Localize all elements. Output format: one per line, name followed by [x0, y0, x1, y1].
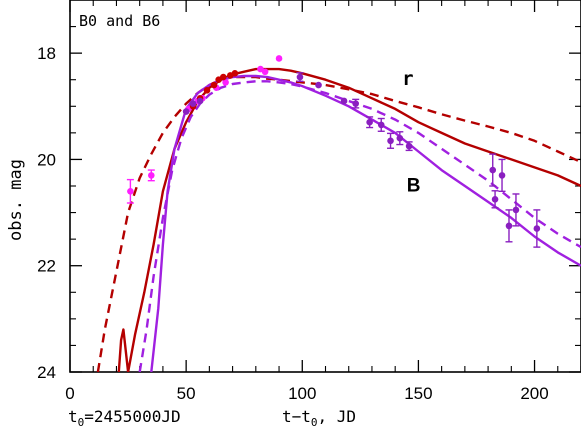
x-tick-label: 100 — [288, 384, 316, 403]
data-point-B — [340, 97, 348, 105]
data-point-B — [498, 172, 506, 179]
y-tick-label: 22 — [37, 257, 56, 276]
x-axis-label-sub: 0 — [311, 416, 318, 429]
x-axis-label: t−t0, JD — [282, 407, 356, 429]
data-point-B — [533, 225, 541, 232]
axis-ticks — [69, 0, 581, 373]
data-point-B — [396, 134, 404, 142]
model-curve-solid-2 — [150, 74, 581, 372]
data-point-B — [182, 108, 190, 115]
x-tick-label: 200 — [520, 384, 548, 403]
data-point-B — [196, 97, 204, 105]
y-tick-label: 24 — [37, 363, 56, 382]
data-point-early — [261, 68, 269, 76]
y-tick-label: 20 — [37, 150, 56, 169]
data-point-B — [505, 222, 513, 230]
data-point-r — [220, 73, 227, 81]
t0-note-sub: 0 — [78, 416, 85, 429]
data-point-r — [210, 81, 218, 89]
data-point-early — [275, 55, 283, 62]
data-point-early — [222, 79, 229, 86]
data-point-B — [387, 137, 394, 145]
x-tick-label: 50 — [177, 384, 196, 403]
model-curve-solid-0 — [117, 67, 581, 372]
data-point-B — [405, 142, 413, 150]
data-point-early — [127, 188, 134, 195]
band-label-r: r — [402, 68, 413, 90]
panel-label: B0 and B6 — [79, 12, 160, 30]
model-curve-dashed-3 — [138, 80, 581, 372]
data-point-r — [231, 70, 239, 77]
data-point-B — [491, 195, 499, 203]
t0-note: t0=2455000JD — [68, 407, 181, 429]
data-point-B — [512, 206, 520, 214]
data-point-B — [377, 121, 385, 129]
t0-note-t: t — [68, 407, 78, 426]
x-axis-label-main: t−t — [282, 407, 311, 426]
data-point-B — [315, 81, 322, 89]
data-point-B — [352, 100, 359, 107]
y-tick-label: 18 — [37, 44, 56, 63]
plot-frame — [69, 0, 581, 373]
data-point-early — [147, 172, 155, 179]
data-point-B — [489, 166, 497, 174]
y-axis-label: obs. mag — [6, 159, 26, 241]
x-axis-label-suffix: , JD — [318, 407, 357, 426]
tick-labels: 0 50 100 150 200 18 20 22 24 — [37, 44, 549, 403]
data-points — [126, 55, 541, 248]
x-tick-label: 150 — [404, 384, 432, 403]
x-tick-label: 0 — [65, 384, 74, 403]
data-point-B — [189, 100, 197, 107]
data-point-r — [203, 87, 211, 94]
data-point-B — [296, 73, 304, 81]
band-label-b: B — [407, 175, 421, 196]
data-point-B — [366, 118, 373, 126]
t0-note-value: =2455000JD — [84, 407, 180, 426]
